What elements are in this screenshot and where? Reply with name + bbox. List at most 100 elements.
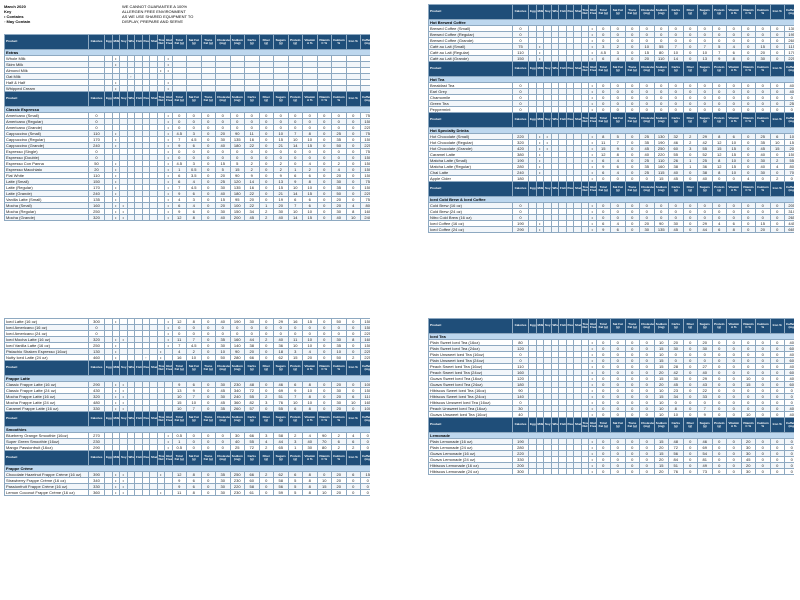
column-header: Vitamin A % — [302, 450, 318, 466]
product-row: Half & Half • • — [4, 79, 370, 86]
product-row: Café au Lait (Grande) 150 • • 6 4 0 20 110 14 0 13 9… — [428, 55, 794, 62]
column-header: Wheat — [550, 181, 559, 197]
column-header: Vitamin C % — [316, 91, 332, 107]
product-row: Plain Unsweet Iced Tea (24oz) 0 • 0 0 0 0 15 0 0 0… — [428, 357, 794, 364]
notice: WE CANNOT GUARANTEE A 100% ALLERGEN FREE… — [122, 4, 193, 24]
product-row: Almond Milk • • — [4, 67, 370, 74]
column-header: Iron % — [769, 417, 785, 433]
column-header: Shellfish — [573, 112, 582, 128]
cell — [565, 226, 574, 233]
column-header: Product — [4, 34, 89, 50]
column-header: Calories — [512, 318, 529, 334]
column-header: Iron % — [769, 4, 785, 20]
column-header: Product — [428, 318, 513, 334]
column-header: Fish — [134, 34, 143, 50]
cell: 0 — [624, 226, 640, 233]
column-header: Gluten Free — [164, 450, 173, 466]
column-header: Milk — [111, 34, 120, 50]
cell — [543, 226, 552, 233]
column-header: Vitamin A % — [302, 360, 318, 376]
menu-table: ProductCaloriesEggMilkSoyWheatFishPeanut… — [428, 318, 794, 475]
column-header: Peanut — [141, 91, 150, 107]
column-header: Total Fat (g) — [171, 91, 187, 107]
column-header: Vitamin C % — [740, 417, 756, 433]
column-header: Sodium (mg) — [229, 450, 245, 466]
key: March 2020 Key • Contains ◦ May Contain … — [4, 4, 370, 32]
column-header: Vitamin C % — [316, 450, 332, 466]
column-header: Vitamin A % — [726, 112, 742, 128]
notice-line: ALLERGEN FREE ENVIRONMENT — [122, 9, 186, 14]
cell: 0 — [360, 489, 370, 496]
column-header: Protein (g) — [287, 34, 303, 50]
column-header: Vitamin C % — [316, 34, 332, 50]
column-header: Milk — [535, 417, 544, 433]
column-header: Vitamin C % — [740, 4, 756, 20]
column-header: Protein (g) — [711, 318, 727, 334]
column-header: Sodium (mg) — [653, 181, 669, 197]
column-header: Fish — [134, 360, 143, 376]
column-header: Vitamin A % — [726, 318, 742, 334]
product-row: Guava Sweet Iced Tea (24oz) 180 • 0 0 0 0 20 45 0… — [428, 381, 794, 388]
column-header: Caffeine (mg) — [784, 4, 794, 20]
column-header: Wheat — [126, 450, 135, 466]
cell: 6 — [711, 226, 727, 233]
date: March 2020 — [4, 4, 26, 9]
column-header: Vitamin C % — [740, 181, 756, 197]
column-header: Shellfish — [149, 34, 158, 50]
column-header: Peanut — [565, 417, 574, 433]
column-header: Total Fat (g) — [595, 4, 611, 20]
column-header: Sugars (g) — [697, 417, 713, 433]
column-header: Carbs (g) — [244, 34, 260, 50]
product-row: Espresso Con Panna 50 • • 4.5 3 0 15 5 2 0 2 0 4 0 2 0 15… — [4, 160, 370, 167]
column-header: Peanut — [141, 450, 150, 466]
column-header: Sat Fat (g) — [610, 4, 626, 20]
table-body: ProductCaloriesEggMilkSoyWheatFishPeanut… — [428, 4, 794, 233]
column-header: Caffeine (mg) — [360, 450, 370, 466]
column-header: Caffeine (mg) — [784, 61, 794, 77]
product-row: Latte (Grande) 240 • • 9 6 0 40 180 22 0 21 14 15 0 50 0… — [4, 190, 370, 197]
column-header: Calcium % — [331, 34, 347, 50]
column-header: Soy — [119, 360, 128, 376]
column-header: Tree Nut — [156, 411, 165, 427]
column-header: Product — [4, 360, 89, 376]
cell: 9 — [595, 226, 611, 233]
column-header: Soy — [543, 318, 552, 334]
column-header: Carbs (g) — [244, 411, 260, 427]
column-header: Vitamin C % — [740, 112, 756, 128]
table-body: ProductCaloriesEggMilkSoyWheatFishPeanut… — [4, 34, 370, 221]
column-header: Tree Nut — [156, 91, 165, 107]
column-header: Peanut — [141, 411, 150, 427]
column-header: Tree Nut — [580, 417, 589, 433]
cell: 40 — [215, 214, 231, 221]
column-header: Protein (g) — [287, 411, 303, 427]
cell: 0 — [682, 468, 698, 475]
column-header: Gluten Free — [164, 91, 173, 107]
column-header: Trans Fat (g) — [624, 181, 640, 197]
column-header: Sugars (g) — [273, 91, 289, 107]
cell: 45 — [668, 226, 684, 233]
column-header: Fiber (g) — [682, 181, 698, 197]
product-row: Hot Chocolate (Grande) 420 • • • 15 9 0 45 250 60 3… — [428, 145, 794, 152]
column-header: Caffeine (mg) — [784, 318, 794, 334]
column-header: Total Fat (g) — [171, 360, 187, 376]
column-header: Total Fat (g) — [595, 417, 611, 433]
product-row: Classic Frappe Latte (16 oz) 290 • • 9 6 0 30 23… — [4, 381, 370, 388]
key-item: • Contains — [4, 14, 24, 19]
cell — [134, 489, 143, 496]
column-header: Shellfish — [573, 318, 582, 334]
column-header: Caffeine (mg) — [360, 360, 370, 376]
column-header: Vitamin A % — [726, 4, 742, 20]
column-header: Tree Nut — [580, 4, 589, 20]
column-header: Fiber (g) — [682, 112, 698, 128]
column-header: Tree Nut — [156, 360, 165, 376]
column-header: Fiber (g) — [682, 61, 698, 77]
column-header: Carbs (g) — [668, 61, 684, 77]
cell: 10 — [316, 489, 332, 496]
column-header: Cholesterol (mg) — [639, 318, 655, 334]
column-header: Total Fat (g) — [595, 112, 611, 128]
column-header: Trans Fat (g) — [200, 360, 216, 376]
column-header: Caffeine (mg) — [360, 411, 370, 427]
column-header: Sodium (mg) — [229, 91, 245, 107]
column-header: Milk — [111, 360, 120, 376]
column-header: Shellfish — [149, 411, 158, 427]
